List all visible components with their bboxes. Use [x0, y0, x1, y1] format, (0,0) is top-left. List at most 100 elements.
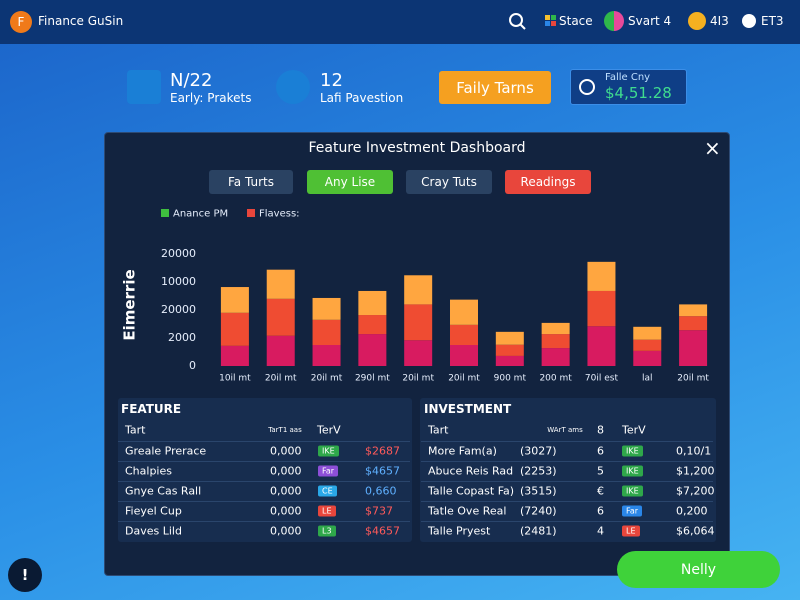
action-button[interactable]: Faily Tarns	[439, 71, 551, 104]
close-button[interactable]: ×	[704, 136, 721, 160]
status-badge: IKE	[318, 445, 339, 457]
menu-item[interactable]: Svart 4	[628, 14, 672, 28]
row-divider	[421, 521, 713, 522]
y-tick-label: 10000	[161, 275, 196, 288]
tab[interactable]: Cray Tuts	[406, 170, 492, 194]
stat-label: Lafi Pavestion	[320, 91, 404, 105]
status-badge: CE	[318, 485, 337, 497]
column-header: 8	[597, 423, 604, 437]
x-tick-label: 20il mt	[265, 374, 297, 384]
status-badge: LE	[622, 525, 640, 537]
table-cell: 0,000	[270, 504, 302, 518]
table-cell: $4657	[365, 524, 400, 538]
table-cell: (2481)	[520, 524, 557, 538]
menu-item[interactable]: ET3	[761, 14, 784, 28]
balance-value: $4,51.28	[605, 84, 672, 102]
help-button[interactable]: !	[8, 558, 42, 592]
tab[interactable]: Fa Turts	[209, 170, 293, 194]
column-header: TerV	[622, 423, 646, 437]
bar-segment	[587, 261, 616, 291]
y-axis-label: Eimerrie	[121, 269, 139, 340]
column-header: Tart	[428, 423, 449, 437]
y-tick-label: 0	[189, 359, 196, 372]
status-badge: Far	[622, 505, 643, 517]
tab[interactable]: Any Lise	[307, 170, 393, 194]
stat-icon	[127, 70, 161, 104]
row-divider	[118, 481, 410, 482]
y-tick-label: 20000	[161, 303, 196, 316]
table-cell: $6,064	[676, 524, 715, 538]
stat-value: N/22	[170, 70, 213, 91]
table-cell: Chalpies	[125, 464, 172, 478]
table-cell: Talle Pryest	[428, 524, 491, 538]
bar-segment	[312, 319, 341, 345]
bar-segment	[450, 324, 478, 345]
table-cell: $4657	[365, 464, 400, 478]
bar-segment	[450, 345, 478, 366]
row-divider	[421, 441, 713, 442]
coins: 4I3	[710, 14, 729, 28]
primary-button[interactable]: Nelly	[617, 551, 780, 588]
grid-icon	[545, 15, 556, 26]
status-badge: Far	[318, 465, 339, 477]
legend-swatch	[161, 209, 169, 217]
search-icon[interactable]	[508, 12, 528, 32]
bar-segment	[358, 290, 387, 316]
bar-segment	[220, 345, 249, 366]
bar-segment	[266, 298, 295, 336]
bar-segment	[450, 299, 478, 325]
status-badge: L3	[318, 525, 336, 537]
table-title: INVESTMENT	[424, 402, 512, 416]
row-divider	[421, 461, 713, 462]
row-divider	[421, 501, 713, 502]
table-cell: Daves Lild	[125, 524, 182, 538]
row-divider	[118, 521, 410, 522]
logo[interactable]: F	[10, 11, 32, 33]
column-header: WArT ams	[547, 426, 583, 434]
bar-segment	[358, 315, 387, 335]
table-cell: €	[597, 484, 604, 498]
table-cell: (3515)	[520, 484, 557, 498]
bar-segment	[220, 312, 249, 346]
table-cell: 0,000	[270, 464, 302, 478]
table-panel	[118, 398, 412, 542]
table-cell: (7240)	[520, 504, 557, 518]
bar-segment	[633, 339, 662, 351]
bar-segment	[312, 297, 341, 320]
x-tick-label: 200 mt	[539, 374, 572, 384]
bar-segment	[587, 290, 616, 327]
table-cell: 0,660	[365, 484, 397, 498]
bar-segment	[679, 330, 708, 366]
x-tick-label: 290l mt	[355, 374, 390, 384]
table-cell: 0,000	[270, 524, 302, 538]
table-cell: More Fam(a)	[428, 444, 497, 458]
table-cell: Abuce Reis Rad	[428, 464, 514, 478]
bar-segment	[404, 304, 433, 341]
row-divider	[118, 441, 410, 442]
x-tick-label: 70il est	[585, 374, 619, 384]
bar-segment	[541, 322, 570, 335]
menu-item[interactable]: Stace	[559, 14, 593, 28]
column-header: Tart	[125, 423, 146, 437]
bar-segment	[679, 316, 708, 331]
bar-segment	[266, 269, 295, 299]
x-tick-label: 20il mt	[311, 374, 343, 384]
bar-segment	[266, 335, 295, 366]
bar-segment	[495, 344, 524, 356]
bar-segment	[358, 334, 387, 366]
top-bar	[0, 0, 800, 44]
y-tick-label: 20000	[161, 247, 196, 260]
table-cell: 0,000	[270, 484, 302, 498]
row-divider	[118, 461, 410, 462]
bar-segment	[495, 331, 524, 345]
bar-segment	[495, 355, 524, 366]
x-tick-label: 20il mt	[448, 374, 480, 384]
table-cell: 5	[597, 464, 604, 478]
status-dot	[742, 14, 756, 28]
table-cell: Fieyel Cup	[125, 504, 182, 518]
table-cell: $1,200	[676, 464, 715, 478]
bar-segment	[633, 326, 662, 340]
x-tick-label: 20il mt	[677, 374, 709, 384]
tab[interactable]: Readings	[505, 170, 591, 194]
status-badge: IKE	[622, 465, 643, 477]
